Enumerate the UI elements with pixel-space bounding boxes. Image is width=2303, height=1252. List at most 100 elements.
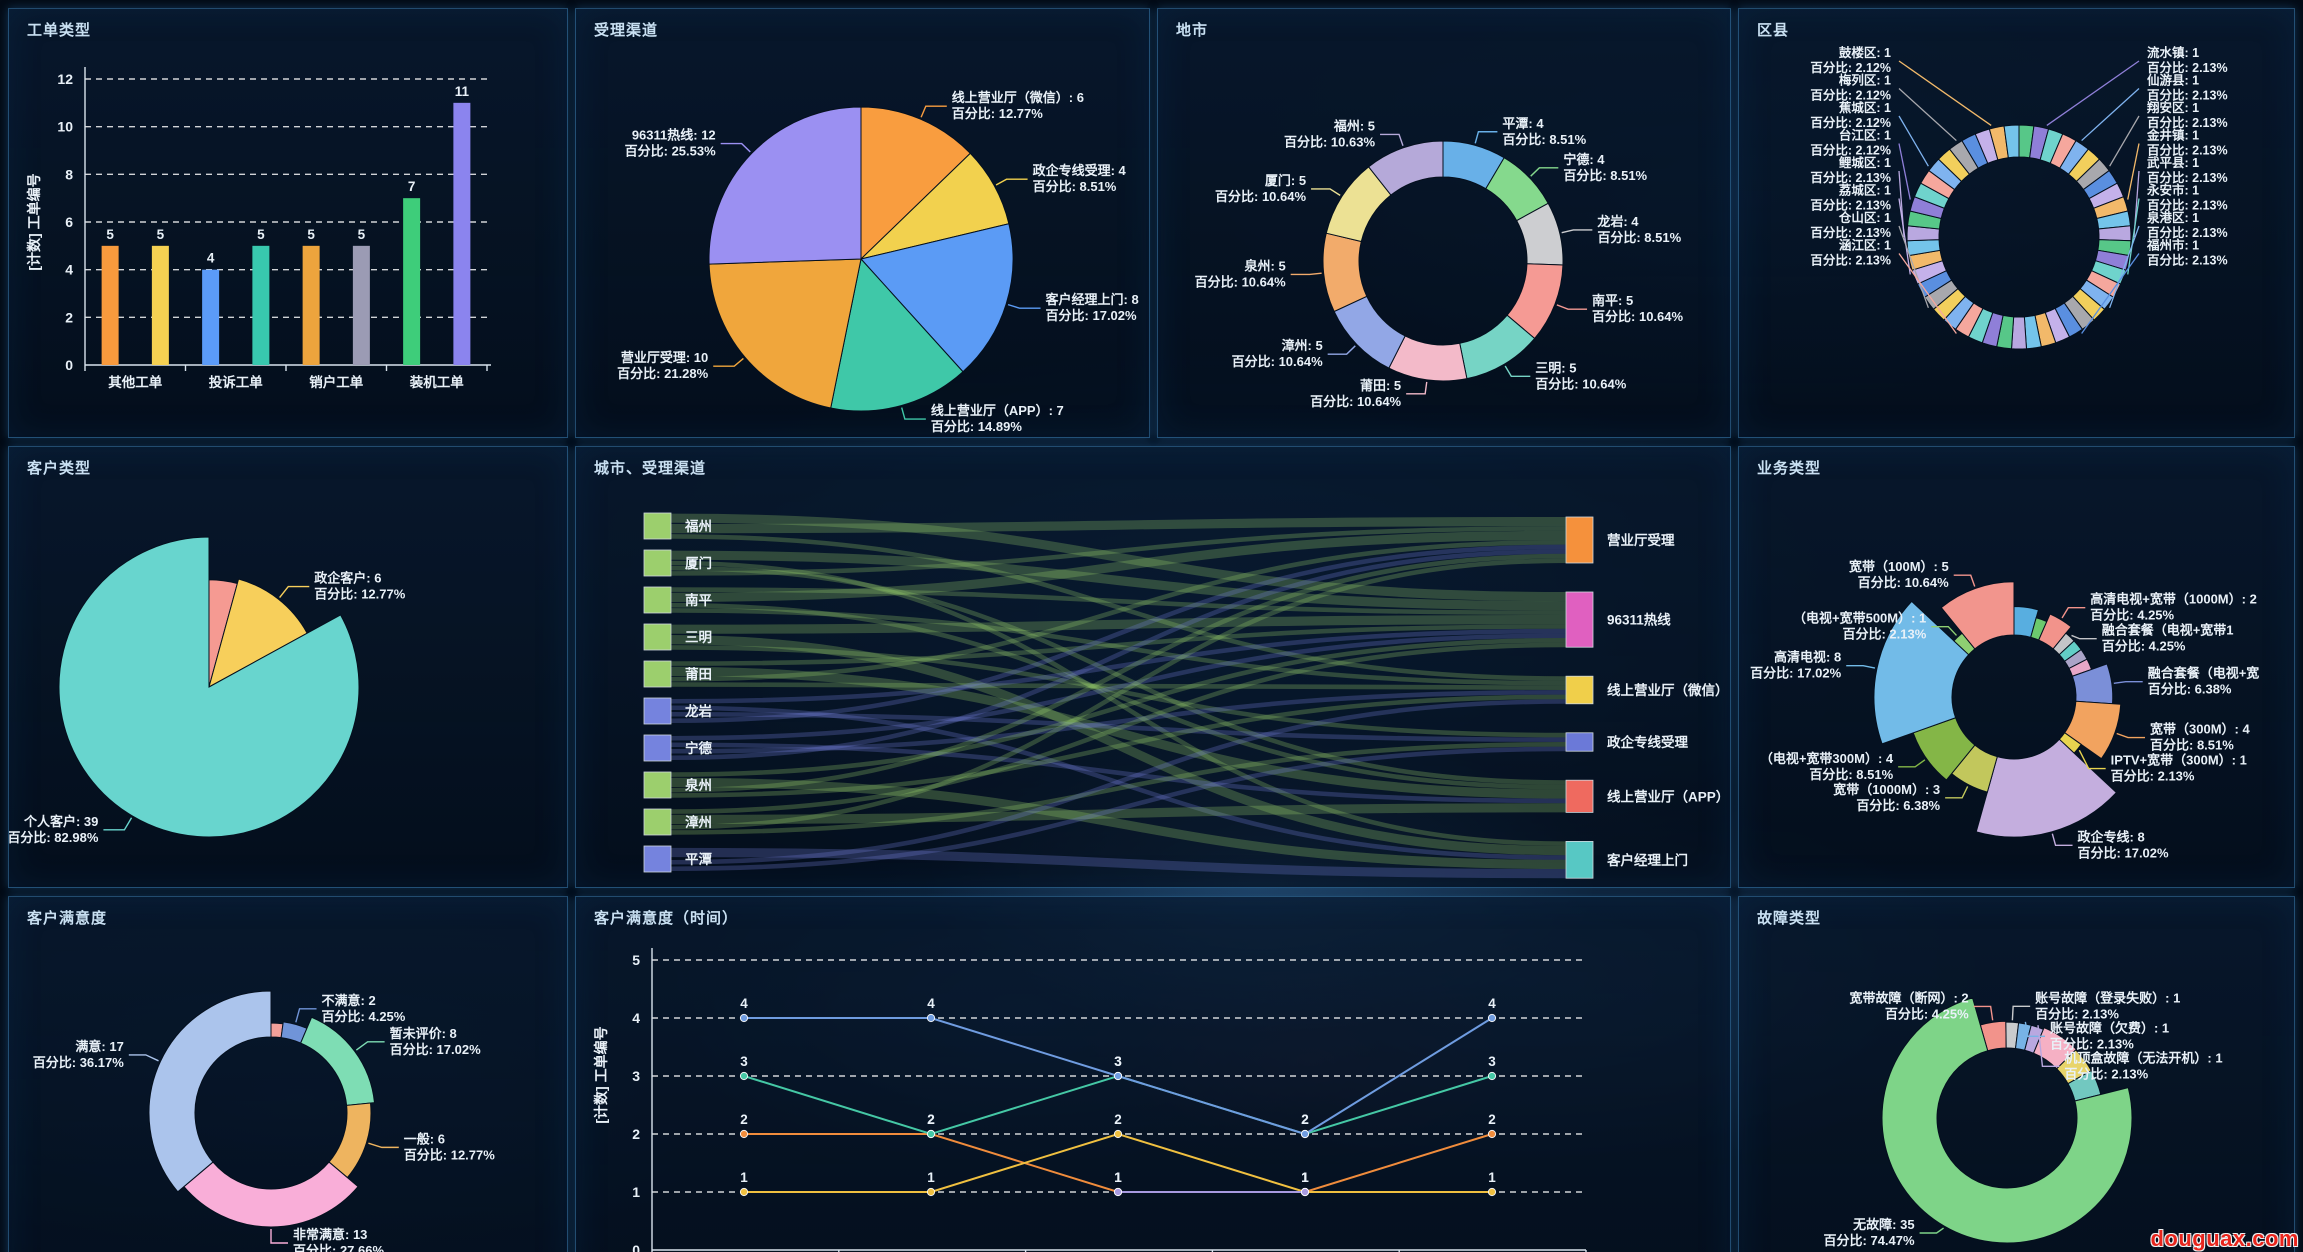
pie-slice[interactable] [2063,700,2122,760]
sankey-link[interactable] [670,682,1567,690]
sankey-link[interactable] [670,777,1567,869]
sankey-link[interactable] [670,517,1567,534]
pie-slice[interactable] [1975,738,2118,838]
sankey-node[interactable] [643,549,672,577]
pie-slice[interactable] [708,258,862,409]
data-point[interactable] [1300,1187,1310,1197]
data-point[interactable] [926,1187,936,1197]
data-point[interactable] [926,1013,936,1023]
work-order-type-bar-chart[interactable]: 0 2 4 6 8 10 12 [计数] 工单编号 5 5 4 5 5 5 7 11 其他工单 投诉工单 销户工单 装… [9,9,567,437]
data-point[interactable] [1487,1129,1497,1139]
bar[interactable] [453,102,471,365]
sankey-link[interactable] [670,642,1567,814]
sankey-node[interactable] [1565,840,1594,879]
customer-type-pie-chart[interactable]: 政企客户: 6 百分比: 12.77% 个人客户: 39 百分比: 82.98% [9,447,567,887]
sankey-node[interactable] [1565,675,1594,705]
district-donut-chart[interactable]: 鼓楼区: 1 百分比: 2.12% 梅列区: 1 百分比: 2.12% 蕉城区: 1 百分… [1739,9,2294,437]
sankey-link[interactable] [670,638,1567,777]
city-donut-chart[interactable]: 平潭: 4 百分比: 8.51% 宁德: 4 百分比: 8.51% 龙岩: 4 百分比: … [1158,9,1730,437]
fault-type-donut-chart[interactable]: 账号故障（登录失败）: 1 百分比: 2.13% 账号故障（欠费）: 1 百分比: 2… [1739,897,2294,1252]
sankey-node[interactable] [643,771,672,799]
sankey-node[interactable] [643,660,672,688]
sankey-link[interactable] [670,711,1567,742]
sankey-node[interactable] [643,845,672,873]
pie-slice[interactable] [300,1016,376,1106]
sankey-link[interactable] [670,540,1567,682]
data-point[interactable] [1487,1013,1497,1023]
sankey-link[interactable] [670,602,1567,790]
satisfaction-time-line-chart[interactable]: 0 1 2 3 4 5 [计数] 工单编号 2 2 1 1 2 1 1 2 1 1 1 1 3 2 3 2 3 4 4 3 2 4 [576,897,1730,1252]
sankey-node[interactable] [643,512,672,540]
sankey-node[interactable] [643,623,672,651]
sankey-link[interactable] [670,628,1567,704]
sankey-link[interactable] [670,645,1567,738]
pie-slice[interactable] [1873,600,1970,745]
sankey-link[interactable] [670,742,1567,835]
sankey-link[interactable] [670,690,1567,754]
sankey-link[interactable] [670,847,1567,879]
data-point[interactable] [1113,1129,1123,1139]
data-point[interactable] [1487,1071,1497,1081]
sankey-link[interactable] [670,550,1567,611]
pie-slice[interactable] [328,1102,372,1179]
data-point[interactable] [739,1129,749,1139]
bar[interactable] [352,245,370,365]
sankey-link[interactable] [670,742,1567,804]
sankey-link[interactable] [670,666,1567,799]
pie-slice[interactable] [58,536,360,838]
sankey-link[interactable] [670,608,1567,686]
bar[interactable] [151,245,169,365]
pie-slice[interactable] [708,106,862,265]
bar[interactable] [101,245,119,365]
pie-slice[interactable] [1940,581,2015,650]
sankey-link[interactable] [670,558,1567,830]
pie-slice[interactable] [1881,997,2133,1244]
pie-slice[interactable] [1322,232,1368,313]
pie-slice[interactable] [1367,140,1444,196]
pie-slice[interactable] [830,257,964,412]
sankey-link[interactable] [670,526,1567,576]
sankey-node[interactable] [1565,732,1594,752]
business-type-rose-chart[interactable]: 高清电视+宽带（1000M）: 2 百分比: 4.25% 融合套餐（电视+宽带1 百分… [1739,447,2294,887]
sankey-link[interactable] [670,544,1567,724]
sankey-link[interactable] [670,553,1567,793]
data-point[interactable] [739,1187,749,1197]
sankey-link[interactable] [670,587,1567,615]
sankey-link[interactable] [670,699,1567,865]
pie-slice[interactable] [860,223,1014,373]
data-point[interactable] [739,1071,749,1081]
data-point[interactable] [1113,1071,1123,1081]
pie-slice[interactable] [2098,225,2132,242]
sankey-link[interactable] [670,635,1567,856]
sankey-node[interactable] [643,734,672,762]
sankey-link[interactable] [670,530,1567,602]
sankey-link[interactable] [670,513,1567,602]
sankey-link[interactable] [670,705,1567,860]
data-point[interactable] [926,1129,936,1139]
data-point[interactable] [1113,1187,1123,1197]
data-point[interactable] [1487,1187,1497,1197]
pie-slice[interactable] [860,106,971,261]
sankey-link[interactable] [670,803,1567,824]
sankey-link[interactable] [670,746,1567,872]
sankey-link[interactable] [670,549,1567,761]
sankey-node[interactable] [643,586,672,614]
sankey-node[interactable] [643,697,672,725]
sankey-link[interactable] [670,534,1567,681]
sankey-link[interactable] [670,624,1567,666]
bar[interactable] [302,245,320,365]
pie-slice[interactable] [2003,124,2020,159]
channel-pie-chart[interactable]: 线上营业厅（微信）: 6 百分比: 12.77% 政企专线受理: 4 百分比: 8.5… [576,9,1149,437]
bar[interactable] [403,198,421,365]
sankey-link[interactable] [670,615,1567,634]
city-channel-sankey-chart[interactable]: 福州 厦门 南平 三明 莆田 龙岩 宁德 泉州 漳州 平潭 营业厅受理 96311热线 线上营业厅（微信… [576,447,1730,887]
pie-slice[interactable] [208,578,308,689]
sankey-node[interactable] [1565,591,1594,648]
pie-slice[interactable] [183,1161,359,1228]
sankey-node[interactable] [643,808,672,836]
sankey-node[interactable] [1565,779,1594,813]
data-point[interactable] [739,1013,749,1023]
sankey-link[interactable] [670,694,1567,798]
bar[interactable] [252,245,270,365]
